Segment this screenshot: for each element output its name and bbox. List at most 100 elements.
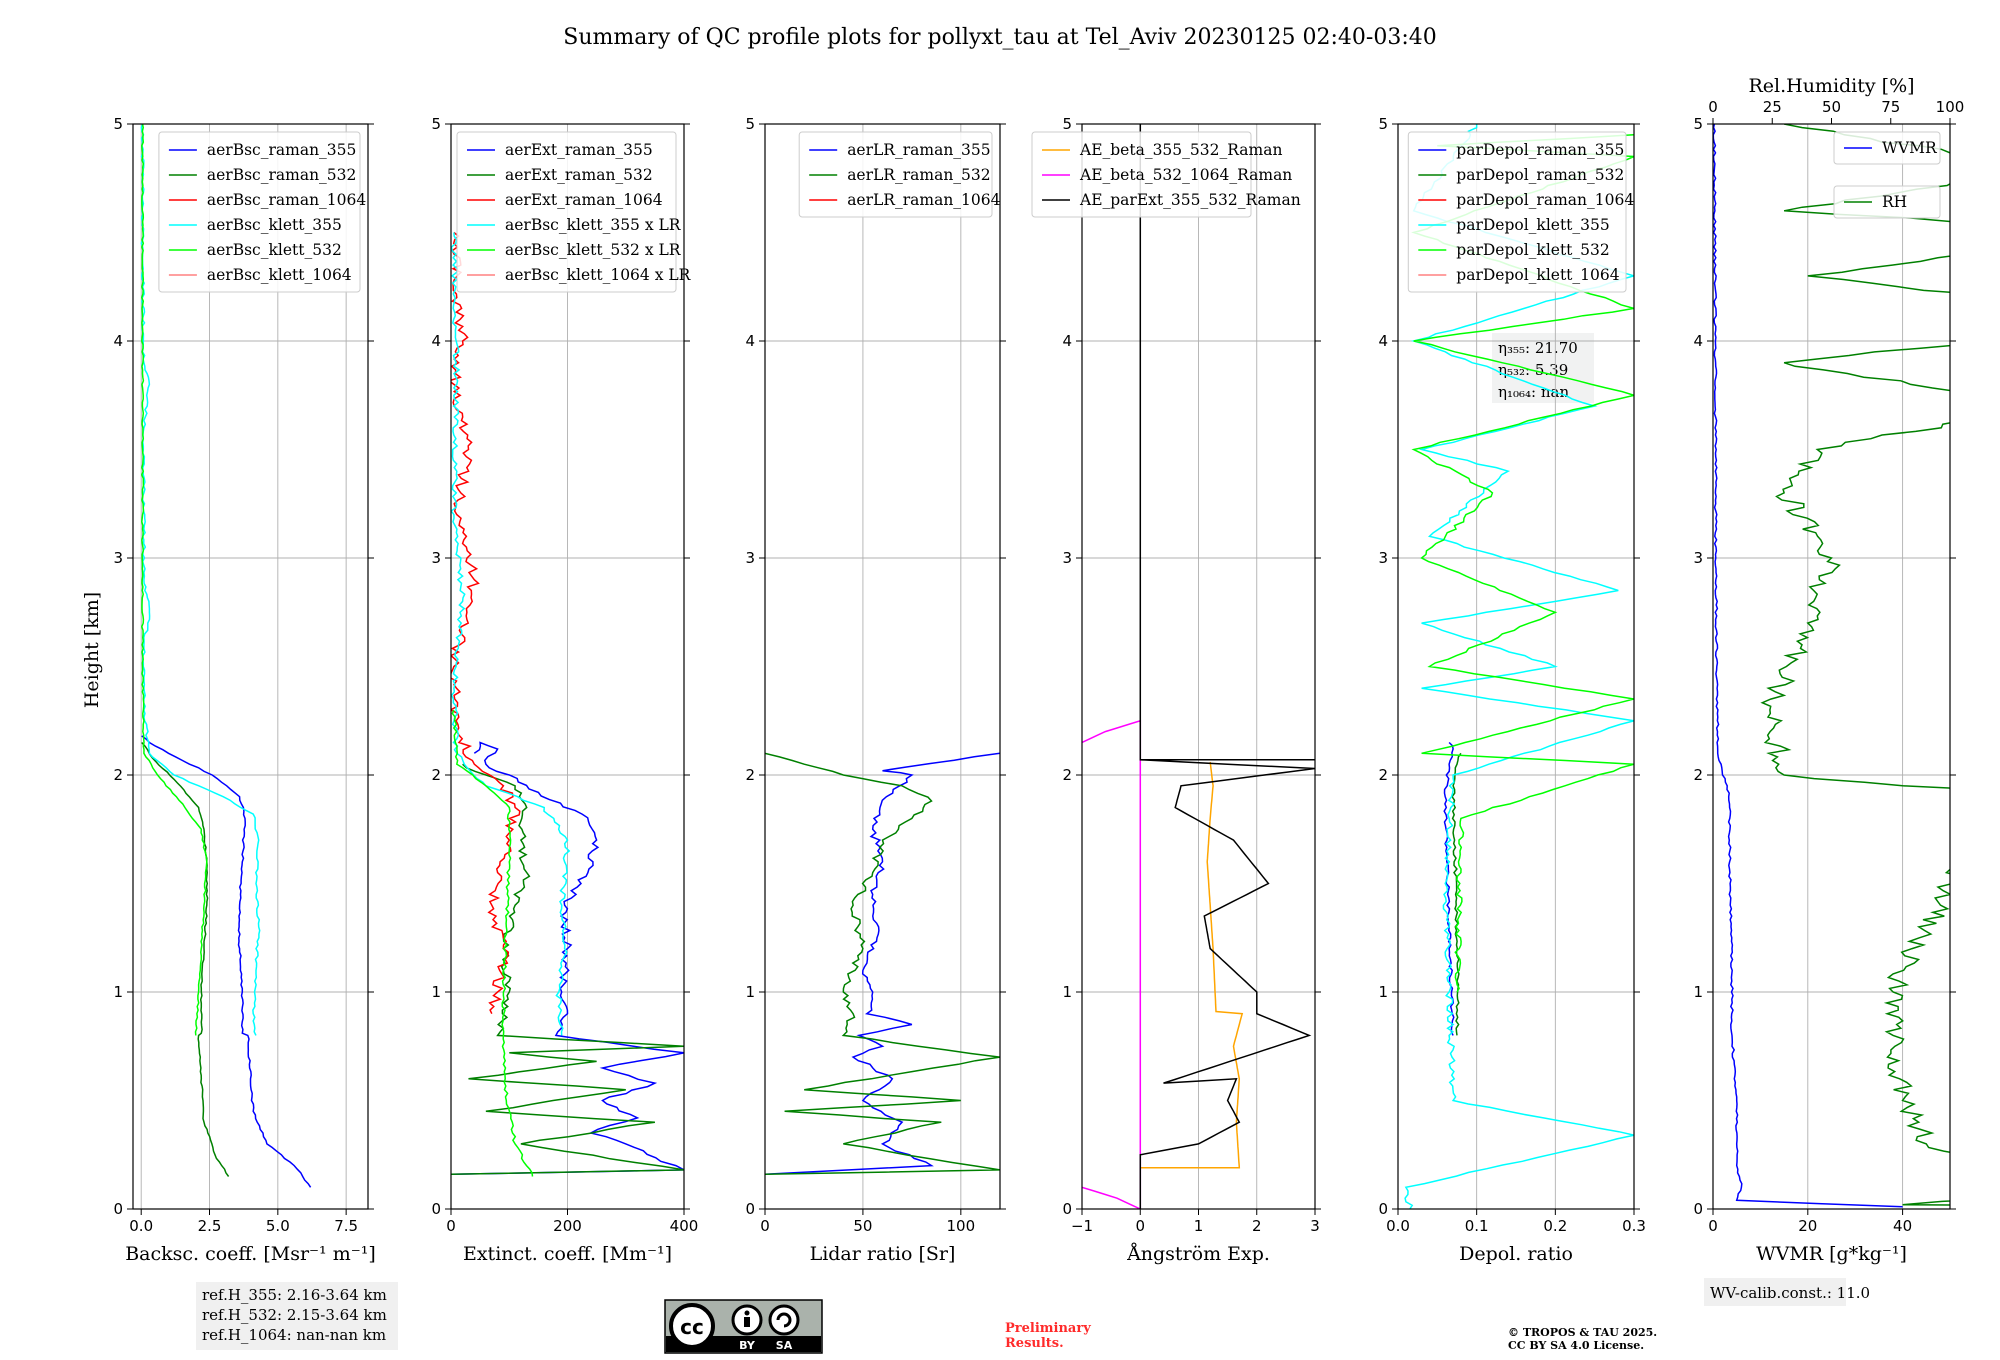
x-tick-label: 1 bbox=[1194, 1217, 1204, 1235]
series-line-AE_parExt_355_532_Raman bbox=[1139, 124, 1315, 1209]
x-tick-label: 50 bbox=[853, 1217, 872, 1235]
y-tick-label: 3 bbox=[431, 549, 441, 567]
legend-label: aerLR_raman_1064 bbox=[847, 191, 1000, 209]
series-line-WVMR bbox=[1713, 124, 1903, 1208]
axes-frame bbox=[764, 123, 1001, 1210]
x-axis-label: Lidar ratio [Sr] bbox=[810, 1243, 956, 1265]
ref-height-532: ref.H_532: 2.15-3.64 km bbox=[202, 1306, 387, 1324]
y-tick-label: 4 bbox=[745, 332, 755, 350]
top-x-tick-label: 0 bbox=[1708, 98, 1718, 116]
legend-label: parDepol_raman_532 bbox=[1456, 166, 1624, 184]
y-tick-label: 0 bbox=[745, 1200, 755, 1218]
legend-label: aerExt_raman_355 bbox=[505, 141, 653, 159]
legend-box bbox=[1031, 131, 1252, 218]
x-tick-label: 0 bbox=[446, 1217, 456, 1235]
top-x-tick-label: 75 bbox=[1881, 98, 1900, 116]
ref-heights-box: ref.H_355: 2.16-3.64 km ref.H_532: 2.15-… bbox=[196, 1282, 398, 1350]
x-tick-label: −1 bbox=[1071, 1217, 1093, 1235]
series-line-aerBsc_klett_532 bbox=[140, 124, 208, 1036]
by-icon-head bbox=[744, 1310, 750, 1316]
x-tick-label: 0 bbox=[1135, 1217, 1145, 1235]
y-tick-label: 0 bbox=[1378, 1200, 1388, 1218]
x-tick-label: 0 bbox=[760, 1217, 770, 1235]
y-tick-label: 2 bbox=[431, 766, 441, 784]
series-group bbox=[451, 231, 684, 1177]
x-tick-label: 2.5 bbox=[198, 1217, 222, 1235]
axes-frame bbox=[1712, 123, 1951, 1210]
y-tick-label: 0 bbox=[1062, 1200, 1072, 1218]
legend-label: aerLR_raman_355 bbox=[847, 141, 990, 159]
y-tick-label: 3 bbox=[113, 549, 123, 567]
y-tick-label: 3 bbox=[1062, 549, 1072, 567]
x-tick-label: 3 bbox=[1310, 1217, 1320, 1235]
top-x-tick-label: 100 bbox=[1936, 98, 1965, 116]
series-line-RH bbox=[1760, 124, 1950, 1206]
series-line-aerBsc_raman_355 bbox=[141, 735, 312, 1188]
y-tick-label: 5 bbox=[745, 115, 755, 133]
x-tick-label: 0.0 bbox=[129, 1217, 153, 1235]
top-x-tick-label: 50 bbox=[1822, 98, 1841, 116]
legend-label: RH bbox=[1882, 193, 1907, 211]
legend-label: aerBsc_raman_355 bbox=[207, 141, 357, 159]
panel-5: 0.0 0.1 0.2 0.3 0 1 2 3 4 5 Depol. ratio parDepol_r… bbox=[1378, 115, 1645, 1265]
preliminary-line1: Preliminary bbox=[1005, 1321, 1091, 1336]
y-tick-label: 5 bbox=[1693, 115, 1703, 133]
by-icon-body bbox=[744, 1317, 750, 1327]
x-tick-label: 0.1 bbox=[1465, 1217, 1489, 1235]
series-line-aerExt_raman_1064 bbox=[451, 231, 521, 1015]
legend-box bbox=[1833, 131, 1941, 165]
legend-label: aerBsc_klett_1064 bbox=[207, 266, 352, 284]
panel-3: 0 50 100 0 1 2 3 4 5 Lidar ratio [Sr] aerLR_raman_… bbox=[745, 115, 1006, 1265]
top-x-tick-label: 25 bbox=[1763, 98, 1782, 116]
wv-calib-text: WV-calib.const.: 11.0 bbox=[1710, 1284, 1870, 1302]
x-tick-label: 0.0 bbox=[1386, 1217, 1410, 1235]
cc-icon bbox=[669, 1303, 715, 1349]
y-tick-label: 4 bbox=[1378, 332, 1388, 350]
axes-frame bbox=[1397, 123, 1635, 1210]
cc-icon-label: cc bbox=[680, 1315, 704, 1339]
y-tick-label: 4 bbox=[431, 332, 441, 350]
legend-label: AE_beta_532_1064_Raman bbox=[1079, 166, 1292, 184]
legend-box bbox=[798, 131, 993, 218]
legend-label: aerBsc_raman_1064 bbox=[207, 191, 367, 209]
eta-value: η₁₀₆₄: nan bbox=[1498, 383, 1569, 401]
copyright-line2: CC BY SA 4.0 License. bbox=[1508, 1339, 1644, 1352]
series-line-AE_beta_532_1064_Raman bbox=[1082, 719, 1142, 1209]
figure-title: Summary of QC profile plots for pollyxt_… bbox=[563, 25, 1436, 50]
y-tick-label: 1 bbox=[1693, 983, 1703, 1001]
wv-calib-box: WV-calib.const.: 11.0 bbox=[1704, 1278, 1870, 1306]
series-line-aerBsc_klett_532 x LR bbox=[451, 709, 534, 1177]
axes-frame bbox=[132, 123, 369, 1210]
x-axis-label: Depol. ratio bbox=[1459, 1243, 1573, 1265]
series-line-aerBsc_klett_355 bbox=[140, 124, 261, 1036]
y-tick-label: 3 bbox=[1378, 549, 1388, 567]
eta-value: η₃₅₅: 21.70 bbox=[1498, 339, 1578, 357]
y-tick-label: 3 bbox=[745, 549, 755, 567]
y-tick-label: 2 bbox=[1378, 766, 1388, 784]
x-tick-label: 5.0 bbox=[266, 1217, 290, 1235]
legend-box bbox=[456, 131, 677, 293]
y-tick-label: 2 bbox=[1062, 766, 1072, 784]
panel-6: 0 20 40 0 1 2 3 4 5 WVMR [g*kg⁻¹] 0 25 50 75 100 Rel.Hu… bbox=[1693, 75, 1965, 1265]
y-tick-label: 5 bbox=[1062, 115, 1072, 133]
top-axis-label: Rel.Humidity [%] bbox=[1748, 75, 1914, 97]
x-axis-label: WVMR [g*kg⁻¹] bbox=[1756, 1243, 1907, 1265]
legend-label: aerBsc_klett_355 bbox=[207, 216, 342, 234]
y-tick-label: 5 bbox=[113, 115, 123, 133]
series-line-aerLR_raman_355 bbox=[765, 752, 1000, 1176]
legend-label: aerLR_raman_532 bbox=[847, 166, 990, 184]
y-tick-label: 5 bbox=[1378, 115, 1388, 133]
series-line-aerBsc_raman_532 bbox=[141, 741, 230, 1177]
y-tick-label: 2 bbox=[113, 766, 123, 784]
sa-label: SA bbox=[776, 1339, 793, 1352]
y-tick-label: 0 bbox=[113, 1200, 123, 1218]
x-axis-label: Backsc. coeff. [Msr⁻¹ m⁻¹] bbox=[125, 1243, 376, 1265]
y-tick-label: 1 bbox=[431, 983, 441, 1001]
legend-label: aerBsc_klett_355 x LR bbox=[505, 216, 682, 234]
y-tick-label: 1 bbox=[1062, 983, 1072, 1001]
y-tick-label: 4 bbox=[1062, 332, 1072, 350]
eta-box bbox=[1492, 333, 1594, 403]
y-tick-label: 2 bbox=[1693, 766, 1703, 784]
x-tick-label: 7.5 bbox=[334, 1217, 358, 1235]
